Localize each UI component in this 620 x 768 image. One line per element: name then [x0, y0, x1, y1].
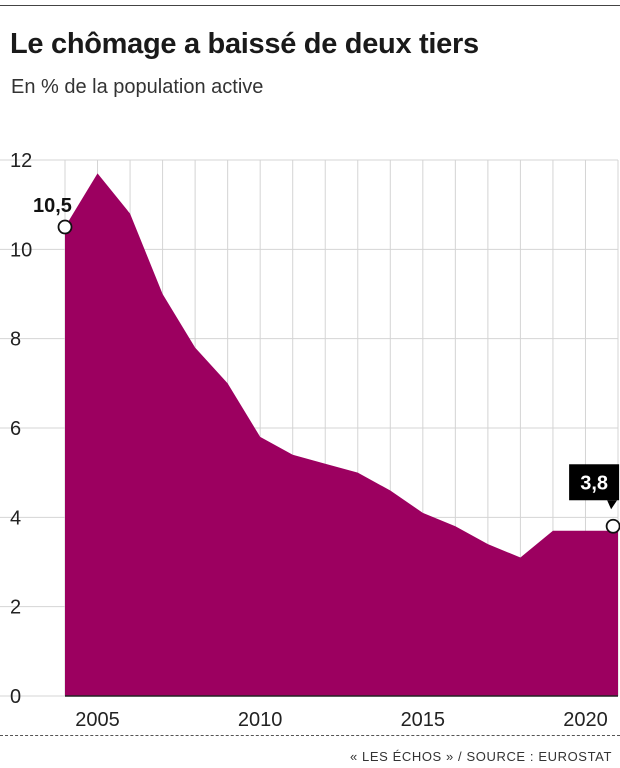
chart-title: Le chômage a baissé de deux tiers: [10, 28, 479, 60]
chart-subtitle: En % de la population active: [11, 76, 264, 98]
area-chart: 0 2 4 6 8 10 12 2005 2010 2015 2020 10,5 3,8: [0, 150, 620, 731]
data-point: [226, 381, 230, 385]
source-credit: « LES ÉCHOS » / SOURCE : EUROSTAT: [349, 749, 612, 764]
annotation-marker: [57, 219, 73, 235]
source-divider: [0, 735, 620, 736]
annotation-label: 10,5: [33, 195, 72, 217]
annotation-label: 3,8: [580, 472, 608, 494]
annotation-pointer: [607, 500, 618, 510]
data-point: [356, 471, 360, 475]
x-tick-label: 2010: [238, 709, 283, 731]
data-point: [193, 346, 197, 350]
x-tick-label: 2005: [75, 709, 120, 731]
data-point: [583, 529, 587, 533]
data-point: [388, 489, 392, 493]
y-tick-label: 8: [10, 329, 21, 351]
series-area: [65, 173, 618, 696]
x-tick-label: 2015: [401, 709, 446, 731]
y-tick-label: 4: [10, 507, 21, 529]
data-point: [161, 292, 165, 296]
annotation-box: [569, 464, 620, 501]
data-point: [323, 462, 327, 466]
data-point: [486, 542, 490, 546]
data-point: [258, 435, 262, 439]
data-point: [291, 453, 295, 457]
data-point: [96, 171, 100, 175]
x-tick-label: 2020: [563, 709, 608, 731]
top-rule: [0, 5, 620, 6]
y-tick-label: 2: [10, 597, 21, 619]
data-point: [453, 524, 457, 528]
annotation-marker: [605, 518, 620, 534]
y-tick-label: 12: [10, 150, 32, 172]
data-point: [551, 529, 555, 533]
data-point: [421, 511, 425, 515]
data-point: [128, 212, 132, 216]
y-tick-label: 10: [10, 239, 32, 261]
y-tick-label: 0: [10, 686, 21, 708]
y-tick-label: 6: [10, 418, 21, 440]
data-point: [518, 556, 522, 560]
